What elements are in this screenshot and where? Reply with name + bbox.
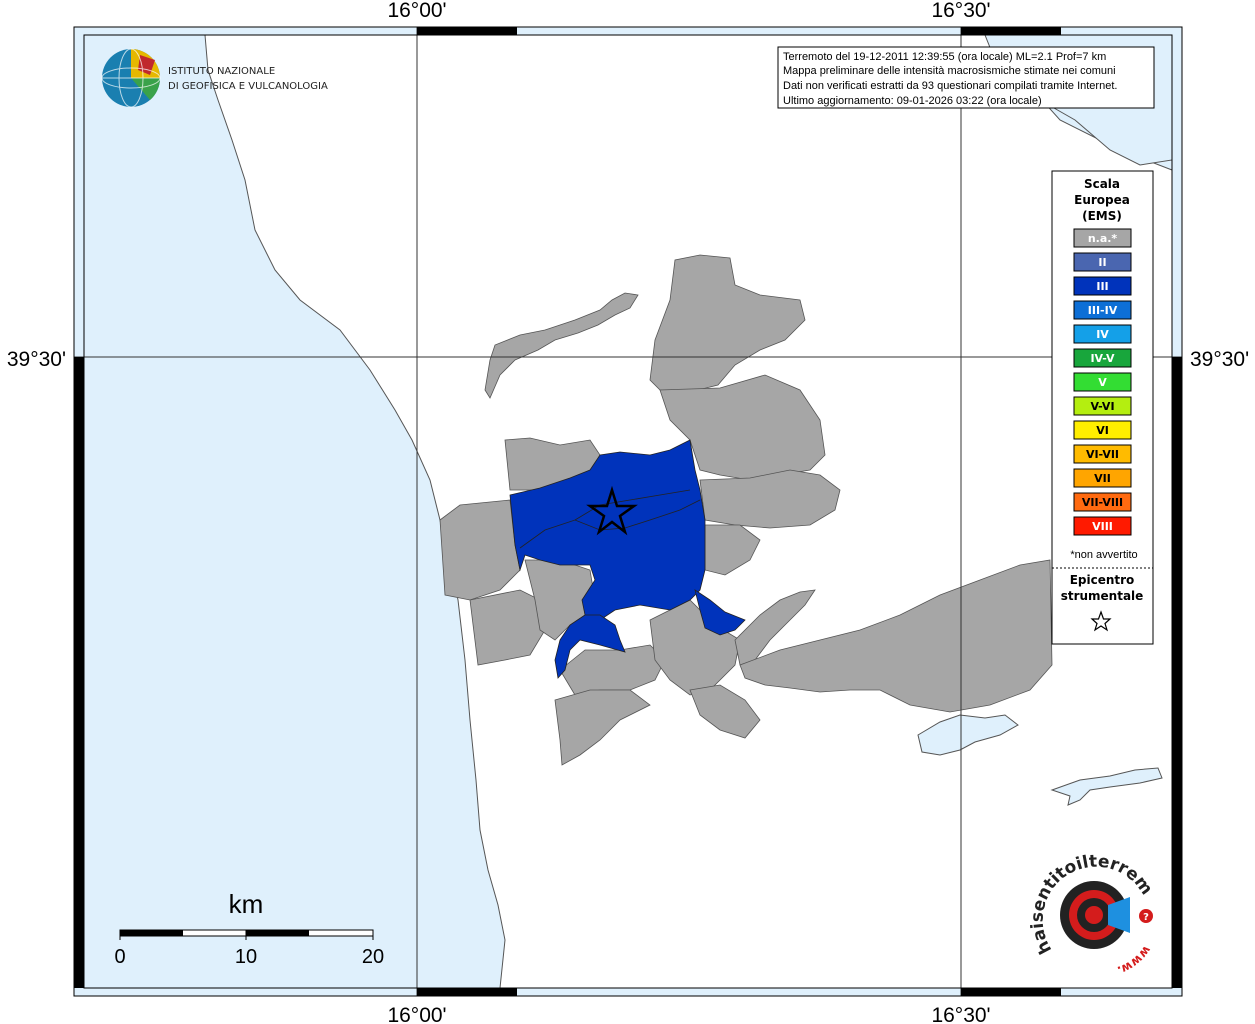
legend-swatch-0: [1073, 228, 1132, 248]
legend-swatch-4: [1073, 324, 1132, 344]
municipality-north-peninsula: [484, 292, 639, 399]
legend-title-3: (EMS): [1082, 209, 1122, 223]
info-line-2: Mappa preliminare delle intensità macros…: [783, 65, 1116, 77]
coord-top-left: 16°00': [387, 0, 446, 22]
legend-swatch-2: [1073, 276, 1132, 296]
coord-top-right: 16°30': [931, 0, 990, 22]
legend-swatch-7: [1073, 396, 1132, 416]
ingv-name-line2: DI GEOFISICA E VULCANOLOGIA: [168, 81, 328, 92]
municipality-iii-main: [509, 439, 706, 621]
hsit-megaphone-icon: [1108, 897, 1130, 933]
info-line-3: Dati non verificati estratti da 93 quest…: [783, 80, 1117, 92]
coord-bottom-right: 16°30': [931, 1004, 990, 1024]
municipality-east-large: [739, 559, 1053, 713]
legend-swatch-6: [1073, 372, 1132, 392]
ingv-logo: ISTITUTO NAZIONALE DI GEOFISICA E VULCAN…: [101, 48, 328, 108]
graticule: [74, 27, 1182, 996]
legend: Scala Europea (EMS) n.a.*IIIIIIII-IVIVIV…: [1051, 170, 1154, 645]
coord-right-lat: 39°30': [1190, 348, 1249, 371]
legend-label-4: IV: [1096, 328, 1109, 341]
scale-tick-10: 10: [235, 946, 257, 968]
legend-star-icon: [1090, 610, 1112, 632]
legend-swatch-3: [1073, 300, 1132, 320]
scale-bar: km 0 10 20: [114, 889, 384, 968]
legend-swatch-10: [1073, 468, 1132, 488]
legend-note: *non avvertito: [1070, 549, 1137, 561]
hsit-question-icon: [1139, 909, 1153, 923]
municipality-south-3: [689, 684, 761, 739]
legend-label-1: II: [1098, 256, 1106, 269]
scale-tick-20: 20: [362, 946, 384, 968]
ingv-name-line1: ISTITUTO NAZIONALE: [168, 66, 275, 77]
info-line-4: Ultimo aggiornamento: 09-01-2026 03:22 (…: [783, 95, 1042, 107]
legend-title-2: Europea: [1074, 193, 1130, 207]
legend-label-2: III: [1096, 280, 1108, 293]
legend-label-3: III-IV: [1088, 304, 1118, 317]
legend-epicenter-2: strumentale: [1061, 589, 1144, 603]
municipality-south-2: [554, 689, 651, 766]
map-frame: [73, 26, 1183, 997]
info-line-1: Terremoto del 19-12-2011 12:39:55 (ora l…: [783, 51, 1106, 63]
lake-2: [1050, 767, 1163, 806]
municipality-north: [649, 254, 806, 393]
legend-label-0: n.a.*: [1088, 232, 1118, 245]
legend-swatch-9: [1073, 444, 1132, 464]
svg-text:?: ?: [1143, 912, 1149, 923]
scale-unit: km: [229, 889, 264, 919]
legend-swatch-11: [1073, 492, 1132, 512]
lake-1: [917, 714, 1019, 756]
legend-label-11: VII-VIII: [1082, 496, 1123, 509]
legend-label-5: IV-V: [1090, 352, 1115, 365]
epicenter-star-icon: [586, 485, 638, 536]
coord-left-lat: 39°30': [7, 348, 66, 371]
municipality-east: [699, 469, 841, 529]
legend-swatch-5: [1073, 348, 1132, 368]
iii-internal-border: [519, 499, 701, 549]
legend-label-8: VI: [1096, 424, 1109, 437]
municipality-west-2: [469, 589, 546, 666]
legend-label-12: VIII: [1092, 520, 1113, 533]
legend-label-6: V: [1098, 376, 1107, 389]
legend-title-1: Scala: [1084, 177, 1120, 191]
municipalities-iii: [509, 439, 746, 679]
scale-tick-0: 0: [114, 946, 125, 968]
iii-internal-border-2: [574, 489, 691, 521]
legend-label-7: V-VI: [1090, 400, 1114, 413]
municipality-iii-southeast: [694, 589, 746, 636]
legend-label-10: VII: [1094, 472, 1111, 485]
legend-swatch-8: [1073, 420, 1132, 440]
municipality-iii-southwest: [554, 614, 626, 679]
legend-swatch-1: [1073, 252, 1132, 272]
legend-epicenter-1: Epicentro: [1070, 573, 1135, 587]
coord-bottom-left: 16°00': [387, 1004, 446, 1024]
legend-items: n.a.*IIIIIIII-IVIVIV-VVV-VIVIVI-VIIVIIVI…: [1073, 228, 1132, 536]
legend-swatch-12: [1073, 516, 1132, 536]
info-box: Terremoto del 19-12-2011 12:39:55 (ora l…: [777, 46, 1155, 109]
legend-label-9: VI-VII: [1086, 448, 1119, 461]
